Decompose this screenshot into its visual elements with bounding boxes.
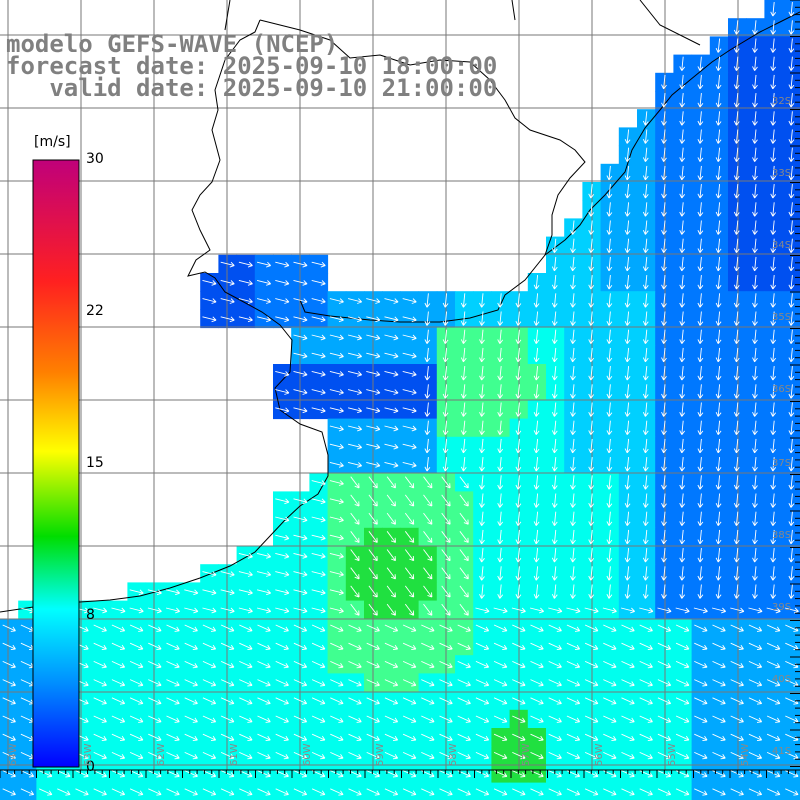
lat-label-40s: 40S (772, 674, 792, 685)
lat-label-35s: 35S (772, 312, 792, 323)
lat-label-38s: 38S (772, 530, 792, 541)
lat-label-39s: 39S (772, 602, 792, 613)
coastline (0, 0, 800, 613)
lon-label-59w: 59W (375, 743, 386, 766)
lat-label-32s: 32S (772, 96, 792, 107)
lon-label-61w: 61W (229, 743, 240, 766)
lat-lon-grid (0, 0, 800, 770)
colorbar-tick-0: 0 (86, 759, 95, 775)
colorbar-tick-15: 15 (86, 455, 104, 471)
colorbar-tick-8: 8 (86, 607, 95, 623)
valid-date: valid date: 2025-09-10 21:00:00 (6, 74, 498, 102)
lon-label-62w: 62W (156, 743, 167, 766)
lat-label-33s: 33S (772, 168, 792, 179)
lat-label-41s: 41S (772, 746, 792, 757)
colorbar (32, 159, 80, 768)
lat-label-34s: 34S (772, 240, 792, 251)
model-title: modelo GEFS-WAVE (NCEP) (6, 30, 339, 58)
lon-label-64w: 64W (8, 743, 19, 766)
forecast-date: forecast date: 2025-09-10 18:00:00 (6, 52, 498, 80)
lon-label-58w: 58W (448, 743, 459, 766)
lon-label-54w: 54W (740, 743, 751, 766)
lat-label-37s: 37S (772, 458, 792, 469)
lon-label-63w: 63W (83, 743, 94, 766)
colorbar-tick-30: 30 (86, 151, 104, 167)
colorbar-unit: [m/s] (34, 134, 71, 150)
colorbar-tick-22: 22 (86, 303, 104, 319)
lon-label-57w: 57W (521, 743, 532, 766)
lon-label-56w: 56W (594, 743, 605, 766)
lon-label-60w: 60W (302, 743, 313, 766)
lon-label-55w: 55W (667, 743, 678, 766)
lat-label-36s: 36S (772, 384, 792, 395)
frame-ticks (0, 0, 800, 778)
